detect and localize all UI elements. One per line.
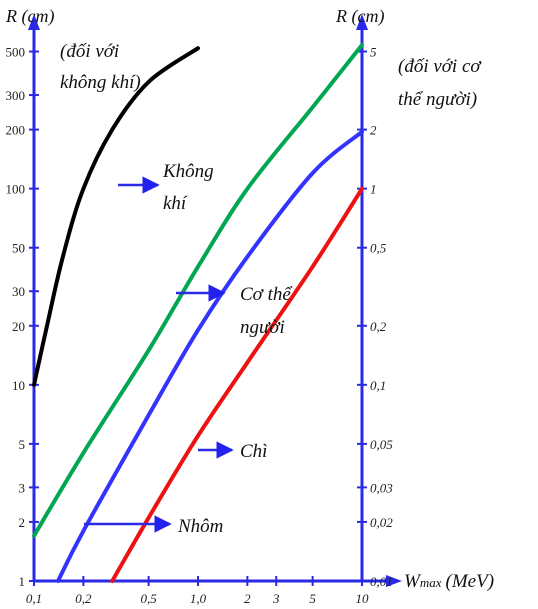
series-line-0 bbox=[32, 46, 200, 387]
y-left-note-2: không khí) bbox=[60, 72, 141, 93]
y-left-tick-label: 50 bbox=[12, 241, 25, 256]
y-right-tick-label: 0,2 bbox=[370, 319, 387, 334]
x-tick-label: 1,0 bbox=[190, 591, 207, 606]
series-line-3 bbox=[110, 186, 364, 583]
label-co-the-2: người bbox=[240, 317, 285, 338]
y-right-title: R (cm) bbox=[335, 6, 384, 27]
y-right-tick-label: 5 bbox=[370, 45, 377, 60]
y-left-tick-label: 1 bbox=[19, 574, 26, 589]
y-left-title: R (cm) bbox=[5, 6, 54, 27]
y-right-tick-label: 0,1 bbox=[370, 378, 386, 393]
y-right-tick-label: 0,05 bbox=[370, 437, 393, 452]
y-right-tick-label: 0,02 bbox=[370, 515, 393, 530]
x-tick-label: 5 bbox=[309, 591, 316, 606]
y-left-tick-label: 300 bbox=[6, 88, 26, 103]
y-right-tick-label: 2 bbox=[370, 123, 377, 138]
x-tick-label: 3 bbox=[272, 591, 280, 606]
series-line-2 bbox=[56, 129, 364, 583]
series-line-1 bbox=[32, 43, 364, 538]
y-left-tick-label: 200 bbox=[6, 123, 26, 138]
label-khong-khi-2: khí bbox=[163, 193, 188, 214]
x-tick-label: 0,1 bbox=[26, 591, 42, 606]
curves bbox=[32, 43, 364, 583]
y-right-tick-label: 0,01 bbox=[370, 574, 393, 589]
x-axis-arrow bbox=[386, 575, 402, 587]
y-left-tick-label: 2 bbox=[19, 515, 26, 530]
x-axis-title-sub: max bbox=[420, 575, 442, 590]
y-left-tick-label: 20 bbox=[12, 319, 25, 334]
y-left-note-1: (đối với bbox=[60, 41, 119, 62]
y-left-tick-label: 5 bbox=[19, 437, 26, 452]
y-left-axis-arrow bbox=[28, 14, 40, 30]
y-right-axis-arrow bbox=[356, 14, 368, 30]
x-tick-label: 0,2 bbox=[75, 591, 92, 606]
annotations bbox=[84, 176, 234, 533]
y-left-tick-label: 10 bbox=[12, 378, 25, 393]
y-right-tick-label: 1 bbox=[370, 182, 377, 197]
x-tick-label: 0,5 bbox=[141, 591, 158, 606]
x-axis-title-unit: (MeV) bbox=[446, 571, 495, 592]
y-right-tick-label: 0,5 bbox=[370, 241, 387, 256]
x-axis-title-main: W bbox=[404, 571, 422, 592]
x-axis-title: Wmax (MeV) bbox=[404, 571, 494, 592]
label-co-the-1: Cơ thể bbox=[240, 284, 293, 305]
y-left-tick-label: 3 bbox=[19, 480, 26, 495]
x-tick-label: 2 bbox=[244, 591, 251, 606]
ticks: 1 2 3 5 10 20 30 50 100 200 300 500 0,01 0,02 0,03 0,05… bbox=[6, 45, 394, 606]
y-right-note-2: thể người) bbox=[398, 89, 477, 110]
y-right-note-1: (đối với cơ bbox=[398, 56, 482, 77]
y-left-tick-label: 500 bbox=[6, 45, 26, 60]
label-khong-khi-1: Không bbox=[162, 161, 214, 182]
label-nhom: Nhôm bbox=[177, 516, 223, 537]
label-chi: Chì bbox=[240, 441, 267, 462]
y-left-tick-label: 30 bbox=[12, 284, 25, 299]
y-right-tick-label: 0,03 bbox=[370, 480, 393, 495]
y-left-tick-label: 100 bbox=[6, 182, 26, 197]
x-tick-label: 10 bbox=[356, 591, 370, 606]
